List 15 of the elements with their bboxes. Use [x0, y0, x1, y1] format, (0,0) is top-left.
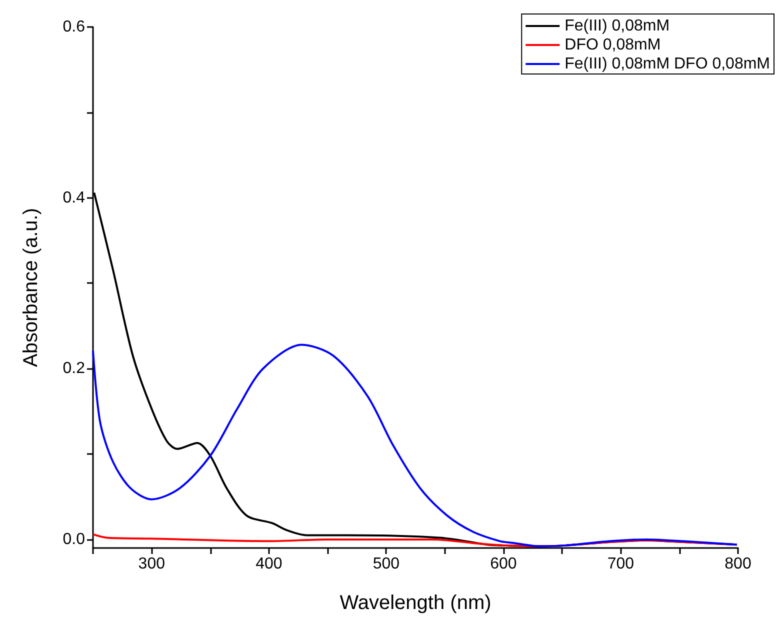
y-tick-label: 0.2: [62, 360, 86, 378]
x-tick-label: 300: [138, 556, 166, 572]
y-tick-label: 0.0: [62, 530, 86, 548]
legend-label: DFO 0,08mM: [564, 36, 661, 54]
x-tick-label: 700: [607, 556, 634, 572]
y-axis-title: Absorbance (a.u.): [20, 208, 42, 367]
x-tick-label: 500: [372, 556, 400, 572]
x-axis-title: Wavelength (nm): [340, 592, 492, 614]
x-tick-label: 800: [724, 556, 752, 572]
y-tick-label: 0.4: [62, 189, 86, 206]
y-tick-label: 0.6: [62, 18, 86, 36]
x-tick-label: 600: [490, 556, 517, 572]
x-tick-label: 400: [256, 556, 282, 572]
legend-label: Fe(III) 0,08mM: [564, 18, 670, 34]
legend-label: Fe(III) 0,08mM DFO 0,08mM: [564, 56, 770, 72]
